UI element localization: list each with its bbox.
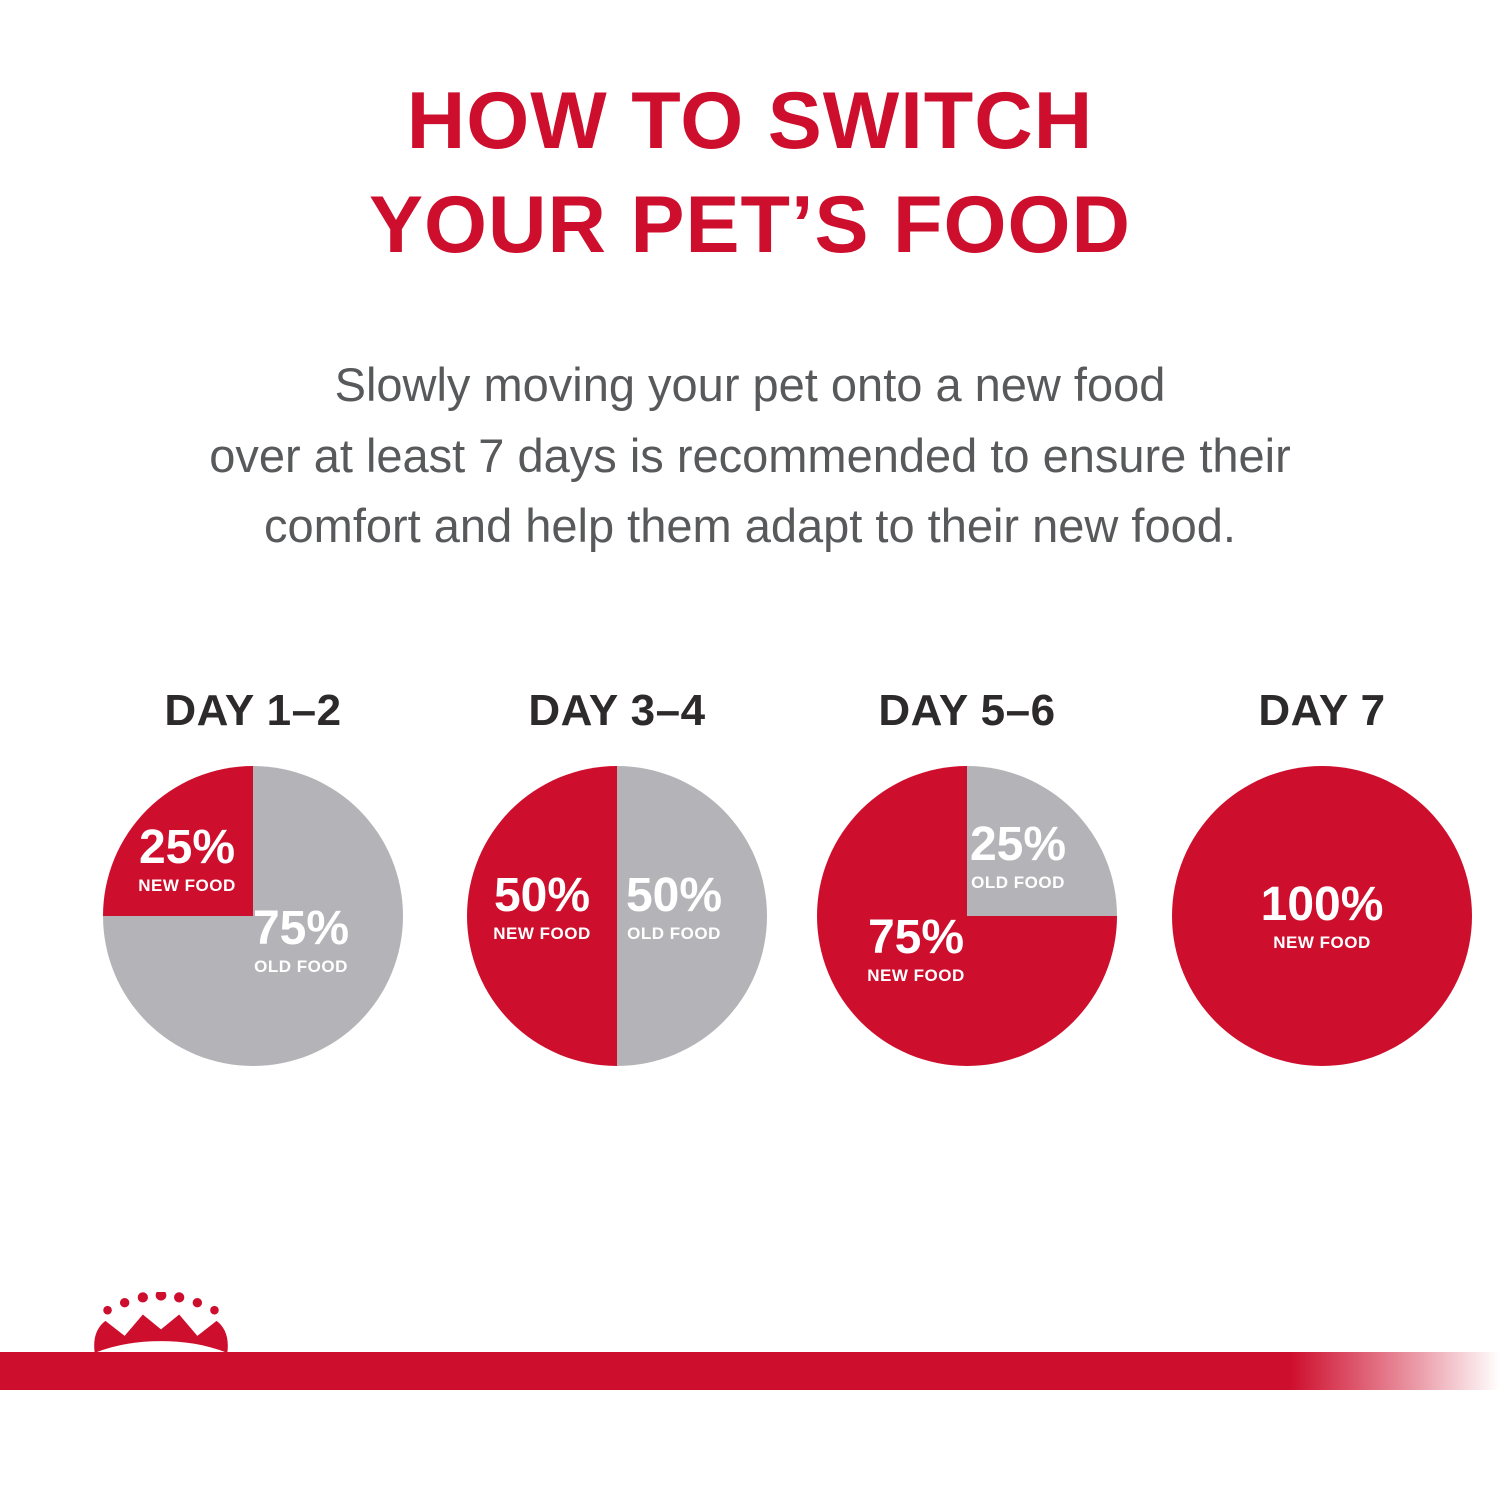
slice-name: NEW FOOD [867,966,965,985]
intro-line-1: Slowly moving your pet onto a new food [334,358,1166,411]
brand-accent-bar [0,1352,1500,1390]
day-3-4-column: DAY 3–4 50% NEW FOOD 50% OLD FOOD [467,686,767,1066]
slice-percent: 100% [1260,878,1384,931]
intro-line-2: over at least 7 days is recommended to e… [209,428,1291,482]
day-5-6-heading: DAY 5–6 [878,686,1056,735]
day-1-2-heading: DAY 1–2 [164,686,342,735]
pie-chart-day-1-2: 25% NEW FOOD 75% OLD FOOD [103,766,403,1066]
slice-label-new-food: 25% NEW FOOD [138,821,236,895]
royal-canin-crown-logo [85,1292,237,1354]
pie-chart-day-3-4: 50% NEW FOOD 50% OLD FOOD [467,766,767,1066]
slice-name: NEW FOOD [1273,933,1371,952]
slice-name: NEW FOOD [138,876,236,895]
intro-line-3: comfort and help them adapt to their new… [264,499,1236,552]
slice-label-new-food: 75% NEW FOOD [867,911,965,985]
slice-name: OLD FOOD [971,873,1065,892]
slice-label-old-food: 75% OLD FOOD [252,902,350,976]
slice-percent: 75% [252,902,350,955]
slice-name: OLD FOOD [254,957,348,976]
slice-percent: 50% [493,869,591,922]
page-title: HOW TO SWITCH YOUR PET’S FOOD [0,70,1500,277]
slice-label-new-food: 100% NEW FOOD [1260,878,1384,952]
day-1-2-column: DAY 1–2 25% NEW FOOD 75% OLD FOOD [103,686,403,1066]
day-3-4-heading: DAY 3–4 [528,686,706,735]
slice-label-old-food: 50% OLD FOOD [625,869,723,943]
slice-percent: 25% [969,818,1067,871]
day-5-6-column: DAY 5–6 25% OLD FOOD 75% NEW FOOD [817,686,1117,1066]
title-line-1: HOW TO SWITCH [406,76,1094,166]
slice-name: OLD FOOD [627,924,721,943]
day-7-heading: DAY 7 [1258,686,1386,735]
pie-chart-day-7: 100% NEW FOOD [1172,766,1472,1066]
day-7-column: DAY 7 100% NEW FOOD [1172,686,1472,1066]
slice-label-new-food: 50% NEW FOOD [493,869,591,943]
intro-text: Slowly moving your pet onto a new food o… [0,350,1500,562]
slice-percent: 25% [138,821,236,874]
slice-percent: 50% [625,869,723,922]
title-line-2: YOUR PET’S FOOD [368,179,1132,270]
slice-name: NEW FOOD [493,924,591,943]
pie-chart-day-5-6: 25% OLD FOOD 75% NEW FOOD [817,766,1117,1066]
slice-label-old-food: 25% OLD FOOD [969,818,1067,892]
slice-percent: 75% [867,911,965,964]
